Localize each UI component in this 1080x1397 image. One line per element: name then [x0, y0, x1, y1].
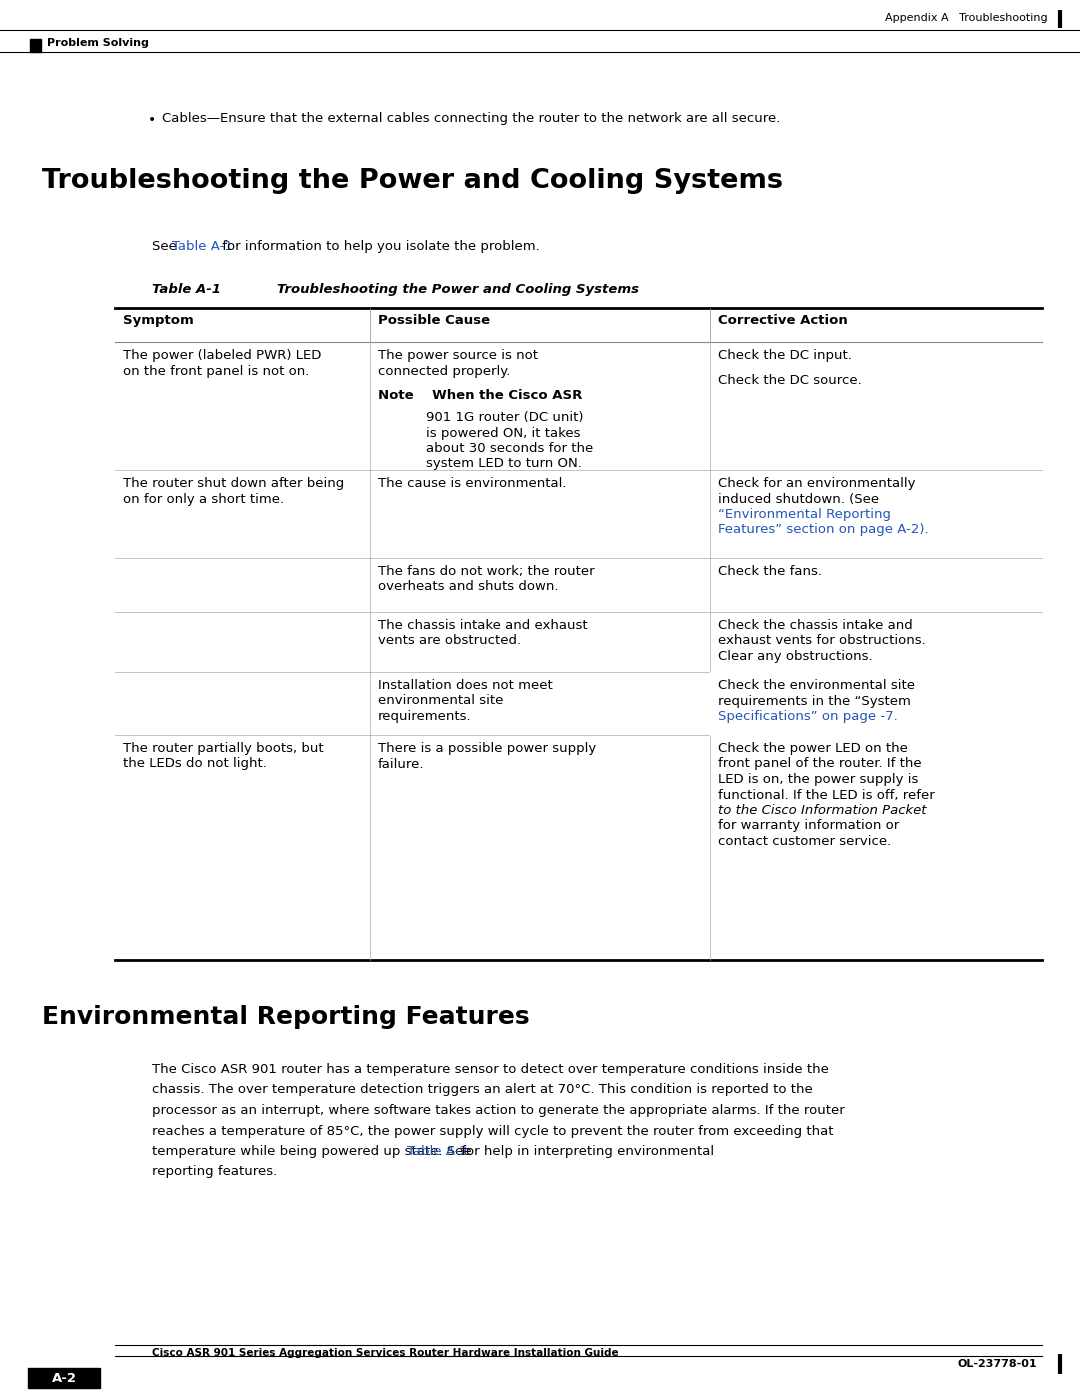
- Text: Table A-1: Table A-1: [152, 284, 221, 296]
- Text: requirements.: requirements.: [378, 710, 472, 724]
- Text: Table A-1: Table A-1: [172, 240, 233, 253]
- Text: There is a possible power supply: There is a possible power supply: [378, 742, 596, 754]
- Text: Features” section on page A-2).: Features” section on page A-2).: [718, 524, 929, 536]
- Text: on the front panel is not on.: on the front panel is not on.: [123, 365, 309, 377]
- Text: the LEDs do not light.: the LEDs do not light.: [123, 757, 267, 771]
- Text: Specifications” on page -7.: Specifications” on page -7.: [718, 710, 897, 724]
- Text: “Environmental Reporting: “Environmental Reporting: [718, 509, 891, 521]
- Text: vents are obstructed.: vents are obstructed.: [378, 634, 522, 647]
- Text: •: •: [148, 113, 157, 127]
- Text: on for only a short time.: on for only a short time.: [123, 493, 284, 506]
- Text: is powered ON, it takes: is powered ON, it takes: [426, 426, 581, 440]
- Text: to the Cisco Information Packet: to the Cisco Information Packet: [718, 805, 927, 817]
- Text: Check the environmental site: Check the environmental site: [718, 679, 915, 692]
- Text: Cables—Ensure that the external cables connecting the router to the network are : Cables—Ensure that the external cables c…: [162, 112, 781, 124]
- Text: Check the DC source.: Check the DC source.: [718, 374, 862, 387]
- Text: Troubleshooting the Power and Cooling Systems: Troubleshooting the Power and Cooling Sy…: [240, 284, 639, 296]
- Text: Symptom: Symptom: [123, 314, 193, 327]
- Text: OL-23778-01: OL-23778-01: [957, 1359, 1037, 1369]
- Text: requirements in the “System: requirements in the “System: [718, 694, 910, 707]
- Text: Check the fans.: Check the fans.: [718, 564, 822, 578]
- Text: requirements in the “System: requirements in the “System: [718, 694, 910, 707]
- Text: overheats and shuts down.: overheats and shuts down.: [378, 581, 558, 594]
- Text: Cisco ASR 901 Series Aggregation Services Router Hardware Installation Guide: Cisco ASR 901 Series Aggregation Service…: [152, 1348, 619, 1358]
- Text: See: See: [152, 240, 181, 253]
- Text: front panel of the router. If the: front panel of the router. If the: [718, 757, 921, 771]
- Text: Check the power LED on the: Check the power LED on the: [718, 742, 908, 754]
- Text: The router partially boots, but: The router partially boots, but: [123, 742, 324, 754]
- Text: A-2: A-2: [52, 1372, 77, 1384]
- Text: Clear any obstructions.: Clear any obstructions.: [718, 650, 873, 664]
- Text: The chassis intake and exhaust: The chassis intake and exhaust: [378, 619, 588, 631]
- Text: The power source is not: The power source is not: [378, 349, 538, 362]
- Text: LED is on, the power supply is: LED is on, the power supply is: [718, 773, 918, 787]
- Text: induced shutdown. (See: induced shutdown. (See: [718, 493, 879, 506]
- Text: The Cisco ASR 901 router has a temperature sensor to detect over temperature con: The Cisco ASR 901 router has a temperatu…: [152, 1063, 828, 1076]
- Text: Environmental Reporting Features: Environmental Reporting Features: [42, 1004, 529, 1030]
- Bar: [28, 1368, 100, 1389]
- Text: reaches a temperature of 85°C, the power supply will cycle to prevent the router: reaches a temperature of 85°C, the power…: [152, 1125, 834, 1137]
- Text: Problem Solving: Problem Solving: [48, 38, 149, 47]
- Text: Possible Cause: Possible Cause: [378, 314, 490, 327]
- Text: system LED to turn ON.: system LED to turn ON.: [426, 457, 582, 471]
- Text: failure.: failure.: [378, 757, 424, 771]
- Text: functional. If the LED is off, refer: functional. If the LED is off, refer: [718, 788, 935, 802]
- Text: Check for an environmentally: Check for an environmentally: [718, 476, 916, 490]
- Text: environmental site: environmental site: [378, 694, 503, 707]
- Text: The fans do not work; the router: The fans do not work; the router: [378, 564, 595, 578]
- Text: Table A-2: Table A-2: [407, 1146, 468, 1158]
- Text: 901 1G router (DC unit): 901 1G router (DC unit): [426, 411, 583, 425]
- Text: exhaust vents for obstructions.: exhaust vents for obstructions.: [718, 634, 926, 647]
- Text: for information to help you isolate the problem.: for information to help you isolate the …: [218, 240, 540, 253]
- Text: about 30 seconds for the: about 30 seconds for the: [426, 441, 593, 455]
- Text: The cause is environmental.: The cause is environmental.: [378, 476, 567, 490]
- Text: Check the DC input.: Check the DC input.: [718, 349, 852, 362]
- Text: processor as an interrupt, where software takes action to generate the appropria: processor as an interrupt, where softwar…: [152, 1104, 845, 1118]
- Text: Corrective Action: Corrective Action: [718, 314, 848, 327]
- Text: Troubleshooting the Power and Cooling Systems: Troubleshooting the Power and Cooling Sy…: [42, 168, 783, 194]
- Text: for help in interpreting environmental: for help in interpreting environmental: [457, 1146, 714, 1158]
- Bar: [30, 39, 41, 52]
- Text: reporting features.: reporting features.: [152, 1165, 278, 1179]
- Text: Appendix A   Troubleshooting: Appendix A Troubleshooting: [886, 13, 1048, 22]
- Text: Check the environmental site: Check the environmental site: [718, 679, 915, 692]
- Text: contact customer service.: contact customer service.: [718, 835, 891, 848]
- Text: connected properly.: connected properly.: [378, 365, 511, 377]
- Text: for warranty information or: for warranty information or: [718, 820, 900, 833]
- Text: Installation does not meet: Installation does not meet: [378, 679, 553, 692]
- Text: Check the chassis intake and: Check the chassis intake and: [718, 619, 913, 631]
- Text: The router shut down after being: The router shut down after being: [123, 476, 345, 490]
- Bar: [710, 672, 1042, 735]
- Text: temperature while being powered up state. See: temperature while being powered up state…: [152, 1146, 476, 1158]
- Text: Note    When the Cisco ASR: Note When the Cisco ASR: [378, 390, 582, 402]
- Text: chassis. The over temperature detection triggers an alert at 70°C. This conditio: chassis. The over temperature detection …: [152, 1084, 813, 1097]
- Text: “System Specifications” on page -7.: “System Specifications” on page -7.: [718, 710, 958, 724]
- Text: The power (labeled PWR) LED: The power (labeled PWR) LED: [123, 349, 322, 362]
